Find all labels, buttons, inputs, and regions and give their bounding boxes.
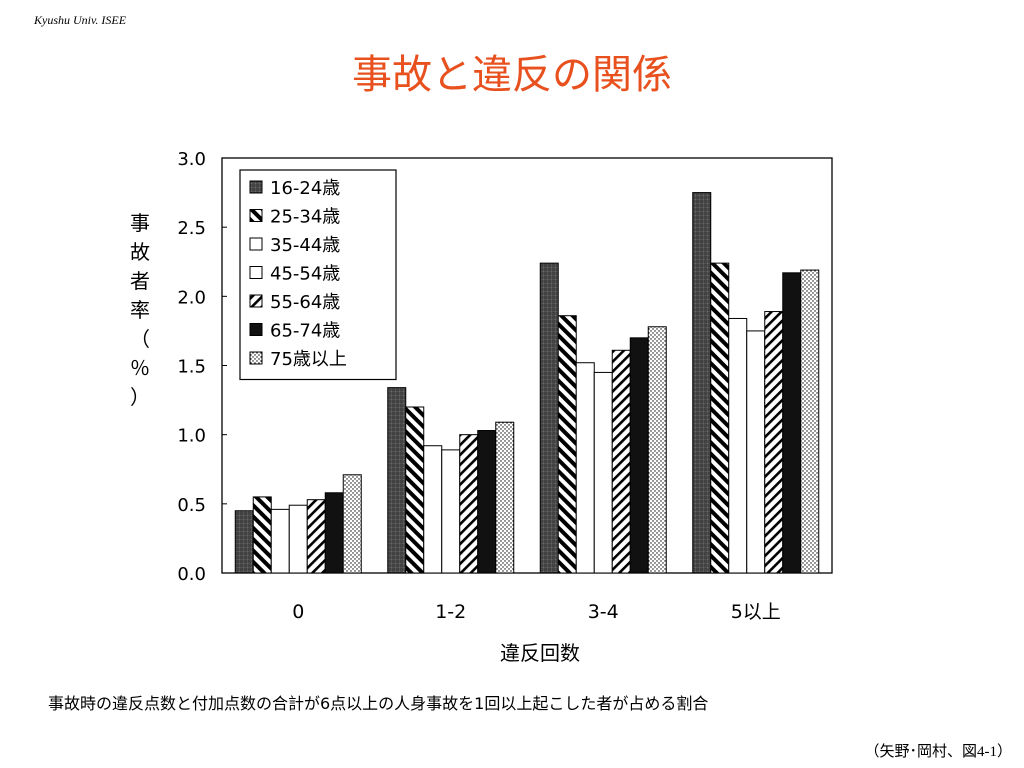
x-tick-label: 1-2 [435, 601, 466, 623]
slide-title: 事故と違反の関係 [352, 52, 672, 98]
bar-75歳以上-1-2 [495, 421, 515, 574]
header-tag: Kyushu Univ. ISEE [34, 13, 127, 27]
bar-16-24歳-3-4 [539, 262, 559, 574]
bar-25-34歳-0 [252, 496, 272, 574]
bar-35-44歳-1-2 [423, 445, 443, 574]
bar-65-74歳-5以上 [782, 272, 802, 574]
legend-swatch [249, 294, 263, 308]
y-axis-label: 事故者率（％） [130, 211, 150, 409]
x-tick-label: 0 [292, 601, 304, 623]
bar-75歳以上-0 [342, 474, 362, 574]
bar-25-34歳-1-2 [405, 406, 425, 574]
bar-75歳以上-3-4 [647, 326, 667, 574]
bar-55-64歳-5以上 [764, 311, 784, 574]
y-tick-label: 0.5 [177, 495, 206, 516]
bar-65-74歳-0 [324, 492, 344, 574]
bar-45-54歳-5以上 [746, 330, 766, 574]
legend-swatch [249, 351, 263, 365]
legend-swatch [249, 323, 263, 336]
legend-label: 35-44歳 [270, 235, 340, 256]
bar-35-44歳-5以上 [728, 317, 748, 574]
y-tick-label: 2.5 [177, 218, 206, 239]
bar-55-64歳-3-4 [611, 349, 631, 574]
legend-label: 65-74歳 [270, 321, 340, 342]
x-axis-label: 違反回数 [500, 641, 580, 665]
legend-swatch [249, 266, 263, 279]
bar-16-24歳-5以上 [692, 192, 712, 574]
bar-25-34歳-3-4 [557, 315, 577, 574]
y-tick-label: 1.0 [177, 426, 206, 447]
bar-45-54歳-3-4 [593, 371, 613, 574]
bar-45-54歳-0 [288, 504, 308, 574]
legend-swatch [249, 237, 263, 251]
bar-75歳以上-5以上 [800, 269, 820, 574]
bar-35-44歳-0 [270, 508, 290, 574]
y-tick-label: 0.0 [177, 564, 206, 585]
citation: （矢野･岡村、図4-1） [864, 744, 1013, 760]
bar-16-24歳-1-2 [387, 387, 407, 574]
legend-swatch [249, 180, 263, 194]
y-tick-label: 1.5 [177, 357, 206, 378]
legend-label: 75歳以上 [270, 349, 347, 370]
bar-55-64歳-1-2 [459, 434, 479, 574]
legend-label: 25-34歳 [270, 207, 340, 228]
legend-label: 16-24歳 [270, 178, 340, 199]
x-tick-label: 5以上 [731, 601, 781, 623]
bar-35-44歳-3-4 [575, 362, 595, 574]
bar-65-74歳-3-4 [629, 337, 649, 574]
legend-label: 55-64歳 [270, 292, 340, 313]
legend-swatch [249, 209, 263, 222]
bar-chart: 0.0 0.5 1.0 1.5 2.0 2.5 3.0 0 1-2 3-4 5以上 16-24歳 2… [130, 149, 833, 665]
bar-16-24歳-0 [234, 510, 254, 574]
x-tick-label: 3-4 [588, 601, 619, 623]
legend-label: 45-54歳 [270, 264, 340, 285]
bar-25-34歳-5以上 [710, 262, 730, 574]
bar-65-74歳-1-2 [477, 430, 497, 574]
bar-55-64歳-0 [306, 499, 326, 574]
caption: 事故時の違反点数と付加点数の合計が6点以上の人身事故を1回以上起こした者が占める… [48, 694, 709, 713]
bar-45-54歳-1-2 [441, 449, 461, 574]
y-tick-label: 2.0 [177, 287, 206, 308]
legend-box [239, 169, 397, 381]
y-tick-label: 3.0 [177, 149, 206, 170]
